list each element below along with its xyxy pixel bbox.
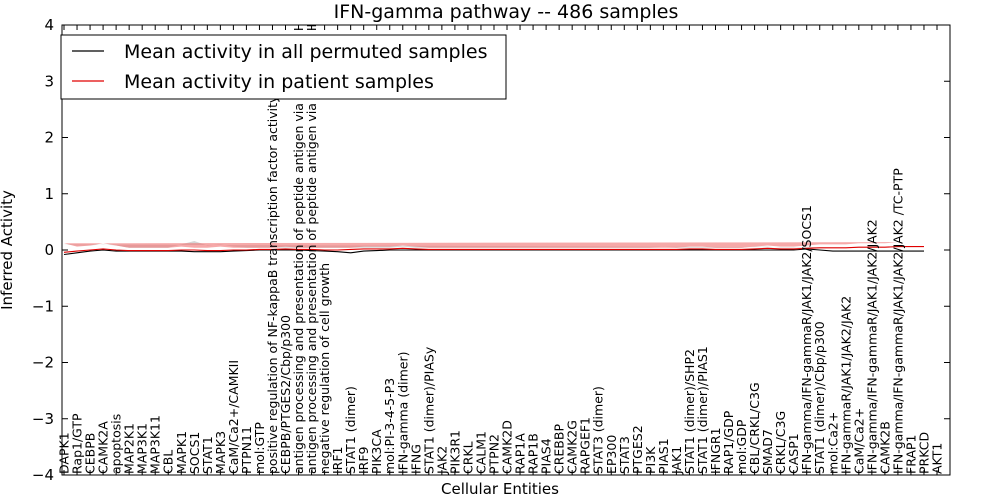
x-tick-label: CAMK2D — [500, 420, 515, 474]
x-tick-label: RAP1A — [513, 433, 528, 474]
x-tick-label: CaM/Ca2+ — [851, 408, 866, 474]
x-tick-label: PIAS4 — [539, 438, 554, 474]
plot-area — [63, 241, 924, 256]
x-tick-label: FRAP1 — [903, 435, 918, 474]
y-axis-ticks: −4 −3 −2 −1 0 1 2 3 4 — [32, 16, 950, 484]
x-tick-label: CaM/Ca2+/CAMKII — [226, 360, 241, 474]
x-tick-label: CRKL — [460, 441, 475, 474]
x-tick-label: STAT1 (dimer)/PIASy — [421, 346, 436, 474]
x-tick-label: STAT1 (dimer)/SHP2 — [682, 349, 697, 474]
y-tick-label: 1 — [44, 185, 54, 203]
x-tick-label: CAMK2A — [96, 421, 111, 474]
x-tick-label: IFNGR1 — [708, 427, 723, 474]
x-tick-label: STAT3 — [617, 436, 632, 474]
x-tick-label: RAP1/GDP — [721, 410, 736, 474]
x-axis-label: Cellular Entities — [441, 480, 559, 498]
x-tick-label: CAMK2G — [565, 420, 580, 474]
x-tick-label: PIAS1 — [656, 438, 671, 474]
plot-frame — [61, 24, 951, 476]
chart-title: IFN-gamma pathway -- 486 samples — [334, 1, 679, 23]
x-tick-label: IRF1 — [330, 446, 345, 474]
x-tick-label: mol:GTP — [252, 422, 267, 474]
x-tick-label: IFN-gamma (dimer) — [395, 352, 410, 475]
x-tick-label: CASP1 — [786, 433, 801, 474]
x-tick-label: STAT1 — [200, 436, 215, 474]
y-tick-label: 2 — [44, 129, 54, 147]
x-tick-label: CBL/CRKL/C3G — [747, 382, 762, 474]
x-tick-label: IRF9 — [356, 446, 371, 474]
x-tick-label: PIK3R1 — [447, 430, 462, 474]
x-tick-label: RAP1B — [526, 433, 541, 474]
y-tick-label: −2 — [32, 354, 54, 372]
x-tick-label: STAT3 (dimer) — [591, 386, 606, 474]
x-tick-label: STAT1 (dimer)/PIAS1 — [695, 346, 710, 474]
x-tick-label: antigen processing and presentation of p… — [291, 27, 306, 474]
series-line-1 — [63, 246, 924, 253]
y-tick-label: −1 — [32, 297, 54, 315]
x-tick-label: negative regulation of cell growth — [317, 263, 332, 474]
y-axis-label: Inferred Activity — [0, 190, 16, 310]
y-tick-label: 0 — [44, 241, 54, 259]
x-tick-label: STAT1 (dimer) — [343, 386, 358, 474]
legend: Mean activity in all permuted samples Me… — [60, 34, 507, 100]
y-tick-label: −3 — [32, 410, 54, 428]
x-tick-label: MAPK3 — [213, 431, 228, 474]
x-tick-label: antigen processing and presentation of p… — [304, 24, 319, 474]
x-tick-label: positive regulation of NF-kappaB transcr… — [265, 95, 280, 474]
y-tick-label: −4 — [32, 466, 54, 484]
x-tick-label: DAPK1 — [57, 432, 72, 474]
x-tick-label: SMAD7 — [760, 429, 775, 474]
x-tick-label: CBL — [161, 450, 176, 474]
x-tick-label: mol:Ca2+ — [825, 412, 840, 474]
x-tick-label: MAP3K11 — [148, 415, 163, 474]
x-tick-label: RAPGEF1 — [578, 417, 593, 474]
y-tick-label: 3 — [44, 72, 54, 90]
x-tick-label: CALM1 — [474, 431, 489, 474]
x-tick-label: AKT1 — [930, 443, 945, 474]
x-tick-label: PI3K — [643, 446, 658, 474]
legend-label-patient: Mean activity in patient samples — [124, 71, 434, 93]
x-tick-label: MAP3K1 — [135, 423, 150, 474]
x-tick-label: PTPN2 — [487, 434, 502, 474]
x-tick-label: SOCS1 — [187, 432, 202, 474]
x-tick-label: PTGES2 — [630, 425, 645, 474]
x-tick-label: CEBPB/PTGES2/Cbp/p300 — [278, 315, 293, 474]
x-tick-label: IFN-gamma/IFN-gammaR/JAK1/JAK2/JAK2 — [864, 219, 879, 474]
x-tick-label: STAT1 (dimer)/Cbp/p300 — [812, 321, 827, 474]
x-tick-label: CRKL/C3G — [773, 411, 788, 474]
x-tick-label: CAMK2B — [877, 421, 892, 474]
x-tick-label: JAK1 — [669, 446, 684, 475]
x-tick-label: IFN-gammaR/JAK1/JAK2/JAK2 — [838, 296, 853, 474]
x-tick-label: IFNG — [408, 444, 423, 474]
x-tick-label: PIK3CA — [369, 429, 384, 474]
x-tick-label: mol:PI-3-4-5-P3 — [382, 378, 397, 474]
x-tick-label: PRKCD — [917, 432, 932, 474]
x-tick-label: apoptosis — [109, 414, 124, 474]
x-tick-label: IFN-gamma/IFN-gammaR/JAK1/JAK2/SOCS1 — [799, 205, 814, 474]
x-tick-label: JAK2 — [434, 446, 449, 475]
series-line-0 — [63, 248, 924, 256]
x-tick-label: CEBPB — [83, 433, 98, 474]
x-tick-label: CREBBP — [552, 424, 567, 474]
series-band-1 — [64, 242, 924, 248]
x-tick-label: Rap1/GTP — [70, 413, 85, 474]
x-tick-label: MAPK1 — [174, 431, 189, 474]
x-axis-tick-labels: DAPK1Rap1/GTPCEBPBCAMK2AapoptosisMAP2K1M… — [57, 24, 945, 475]
x-tick-label: mol:GDP — [734, 419, 749, 474]
x-tick-label: MAP2K1 — [122, 423, 137, 474]
x-tick-label: IFN-gamma/IFN-gammaR/JAK1/JAK2/JAK2 /TC-… — [890, 168, 905, 474]
legend-label-permuted: Mean activity in all permuted samples — [124, 41, 487, 63]
x-tick-label: PTPN11 — [239, 426, 254, 474]
legend-box — [60, 34, 507, 100]
y-tick-label: 4 — [44, 16, 54, 34]
x-tick-label: EP300 — [604, 435, 619, 474]
